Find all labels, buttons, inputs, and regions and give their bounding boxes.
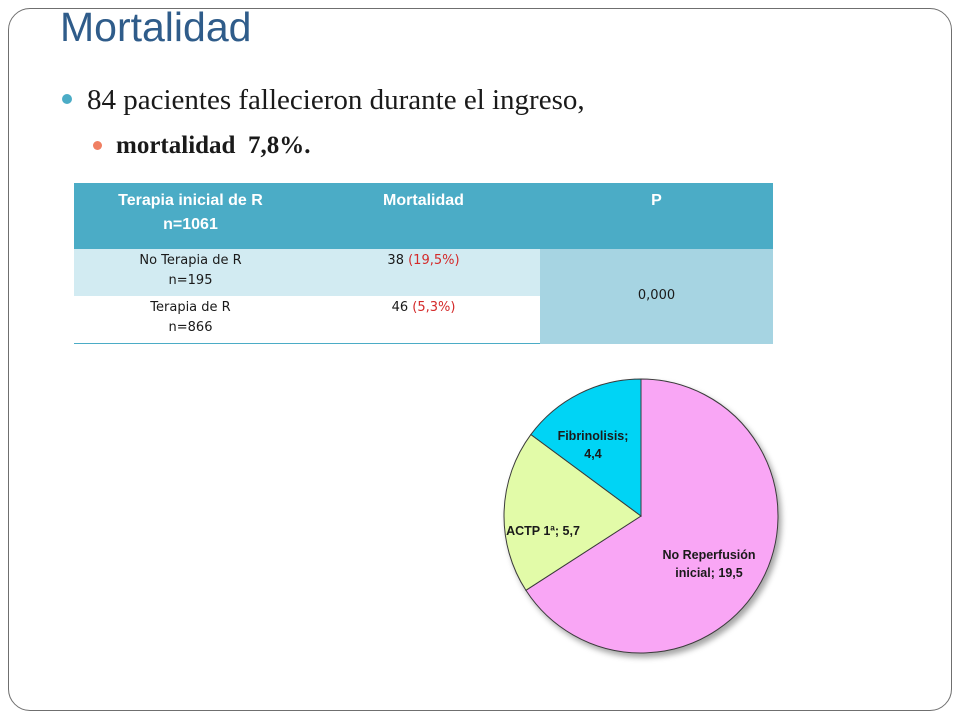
label-no-reperfusion-line1: No Reperfusión (662, 548, 755, 562)
label-fibrinolisis-line2: 4,4 (584, 447, 601, 461)
row-label-n: n=866 (168, 320, 213, 335)
label-actp: ACTP 1ª; 5,7 (506, 524, 580, 538)
row-label-n: n=195 (168, 273, 213, 288)
row-mortality: 46 (5,3%) (307, 296, 540, 344)
row-label: No Terapia de R n=195 (74, 249, 307, 296)
label-fibrinolisis-line1: Fibrinolisis; (558, 429, 629, 443)
table-row: Terapia de R n=866 46 (5,3%) (74, 296, 773, 344)
pie-slice-0 (525, 378, 779, 654)
p-value-cell: 0,000 (540, 249, 773, 344)
mortality-pie-chart: No Reperfusión inicial; 19,5 ACTP 1ª; 5,… (503, 378, 779, 654)
bullet-secondary: mortalidad 7,8%. (93, 128, 310, 164)
header-therapy-label: Terapia inicial de R (118, 192, 263, 209)
mortality-percent: (5,3%) (412, 300, 456, 315)
bullet-primary: 84 pacientes fallecieron durante el ingr… (62, 80, 585, 120)
bullet-primary-text: 84 pacientes fallecieron durante el ingr… (87, 84, 585, 116)
pie-slice-2 (530, 378, 642, 517)
slide-title: Mortalidad (60, 4, 252, 50)
header-mortality: Mortalidad (307, 183, 540, 249)
pie-slice-1 (503, 433, 642, 591)
table-row: No Terapia de R n=195 38 (19,5%) 0,000 (74, 249, 773, 344)
bullet-secondary-text: mortalidad 7,8%. (116, 132, 311, 159)
table-header-row: Terapia inicial de R n=1061 Mortalidad P (74, 183, 773, 249)
header-p: P (540, 183, 773, 249)
slide-frame (8, 8, 952, 711)
header-therapy: Terapia inicial de R n=1061 (74, 183, 307, 249)
mortality-percent: (19,5%) (408, 253, 460, 268)
mortality-count: 38 (387, 253, 404, 268)
bullet-dot-icon (62, 94, 72, 105)
row-label: Terapia de R n=866 (74, 296, 307, 344)
bullet-dot-icon (93, 140, 102, 150)
row-label-text: Terapia de R (150, 300, 231, 315)
pie-slices (503, 378, 779, 654)
label-no-reperfusion-line2: inicial; 19,5 (675, 566, 742, 580)
mortality-count: 46 (391, 300, 409, 315)
header-therapy-n: n=1061 (163, 216, 218, 233)
row-mortality: 38 (19,5%) (307, 249, 540, 296)
row-label-text: No Terapia de R (139, 253, 242, 268)
